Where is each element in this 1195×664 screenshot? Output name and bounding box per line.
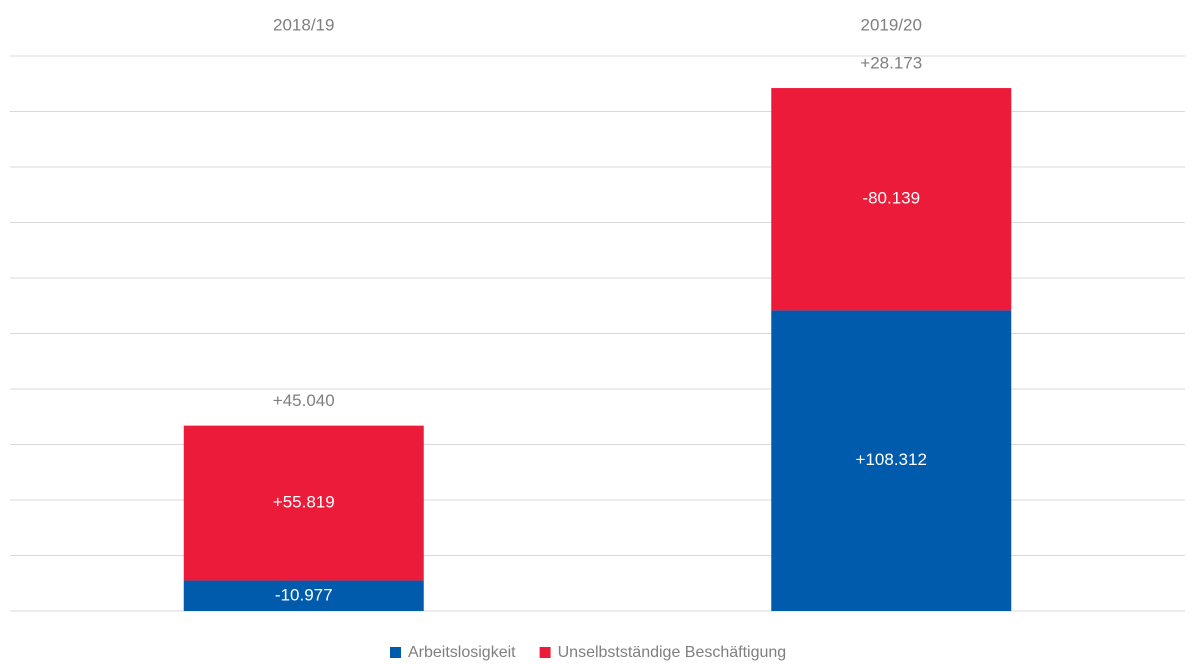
category-label: 2018/19: [273, 15, 334, 34]
bar-segment: [771, 310, 1012, 611]
value-label: -80.139: [862, 189, 920, 208]
total-label: +28.173: [860, 54, 922, 73]
legend-label: Arbeitslosigkeit: [408, 644, 516, 661]
legend-swatch: [390, 647, 401, 658]
legend-label: Unselbstständige Beschäftigung: [558, 644, 787, 661]
value-label: -10.977: [275, 585, 333, 604]
value-label: +55.819: [273, 493, 335, 512]
bar-segment: [183, 425, 424, 581]
category-label: 2019/20: [861, 15, 922, 34]
bar-segment: [183, 580, 424, 611]
legend-swatch: [539, 647, 551, 658]
bar-segment: [771, 88, 1012, 311]
total-label: +45.040: [273, 391, 335, 410]
value-label: +108.312: [856, 450, 927, 469]
